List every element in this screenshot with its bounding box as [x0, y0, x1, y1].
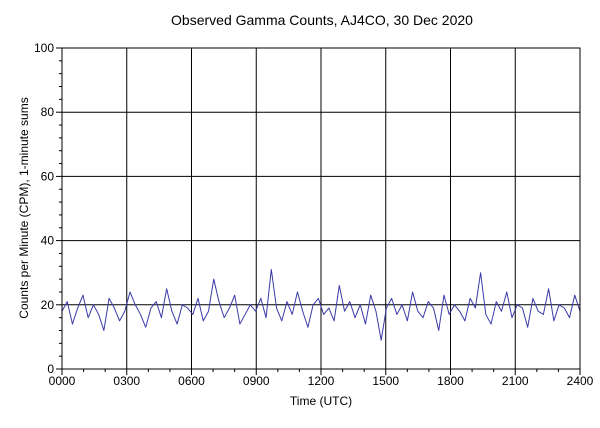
- y-axis-label: Counts per Minute (CPM), 1-minute sums: [17, 97, 31, 318]
- x-tick-label: 0600: [178, 374, 205, 388]
- chart-title: Observed Gamma Counts, AJ4CO, 30 Dec 202…: [171, 12, 473, 28]
- series-line: [61, 268, 581, 341]
- x-tick-label: 0300: [113, 374, 140, 388]
- y-tick-label: 80: [41, 105, 55, 119]
- y-tick-label: 40: [41, 234, 55, 248]
- x-tick-label: 1500: [372, 374, 399, 388]
- y-tick-label: 0: [47, 362, 54, 376]
- y-tick-label: 20: [41, 298, 55, 312]
- x-axis-ticks: 0000 0300 0600 0900 1200 1500 1800 2100 2400: [49, 369, 594, 388]
- chart-series: [61, 268, 581, 341]
- chart-grid: [62, 48, 580, 369]
- x-tick-label: 0000: [49, 374, 76, 388]
- y-tick-label: 100: [34, 41, 54, 55]
- x-tick-label: 1800: [437, 374, 464, 388]
- y-tick-label: 60: [41, 169, 55, 183]
- x-tick-label: 1200: [308, 374, 335, 388]
- x-tick-label: 0900: [243, 374, 270, 388]
- x-axis-label: Time (UTC): [290, 394, 352, 408]
- x-tick-label: 2400: [567, 374, 594, 388]
- x-tick-label: 2100: [502, 374, 529, 388]
- y-axis-ticks: 0 20 40 60 80 100: [34, 41, 62, 376]
